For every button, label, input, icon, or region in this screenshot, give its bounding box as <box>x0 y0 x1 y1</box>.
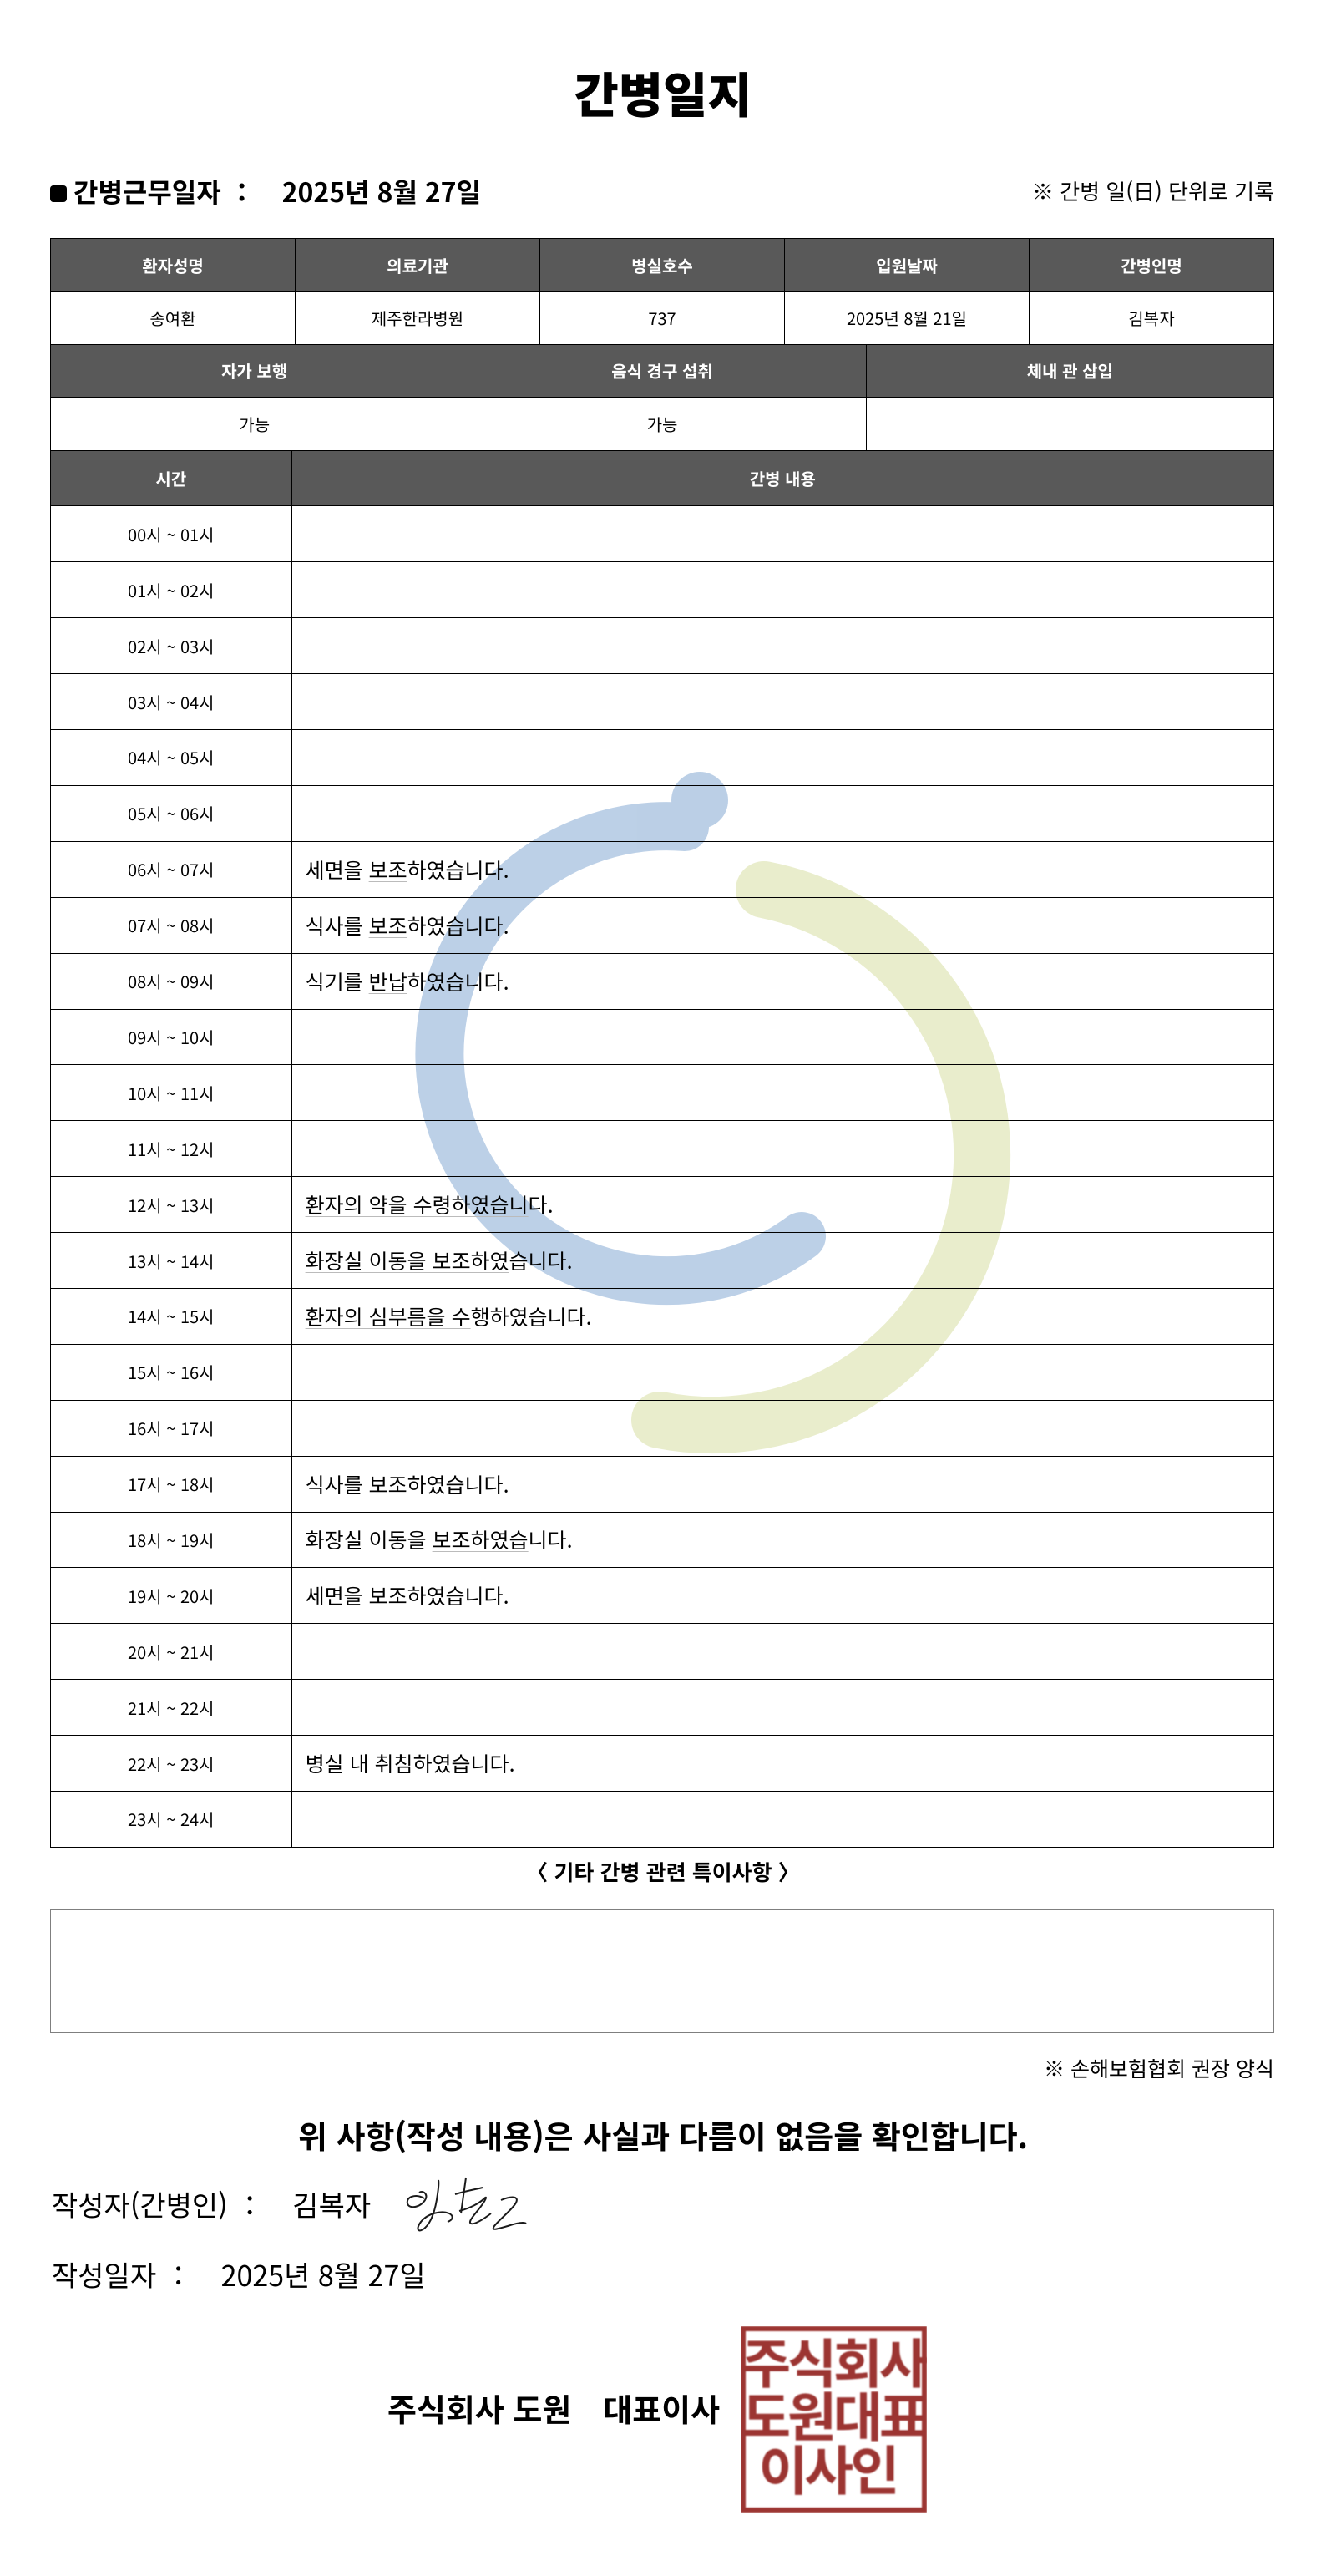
svg-text:이사인: 이사인 <box>759 2429 897 2506</box>
